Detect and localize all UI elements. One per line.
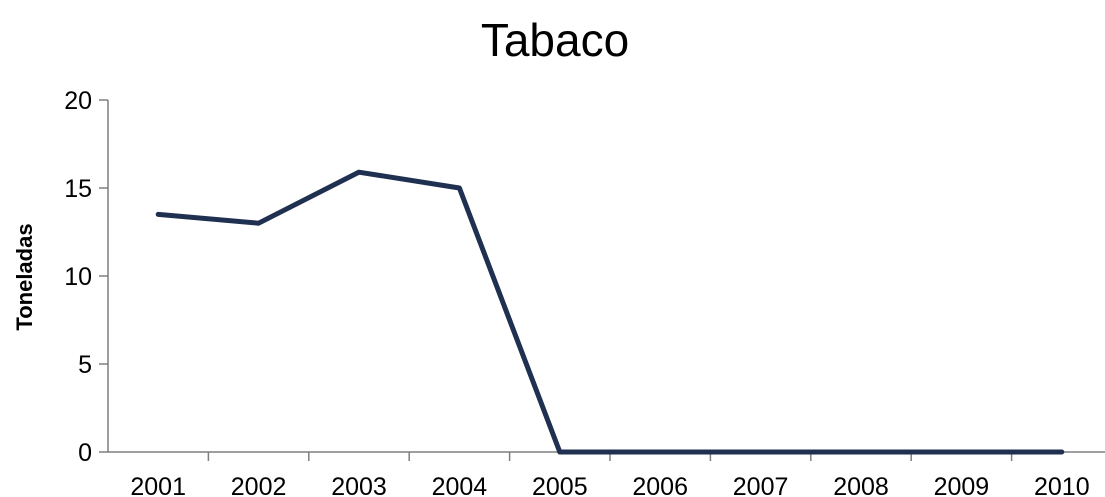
y-ticks: 0 5 10 15 20: [64, 87, 108, 467]
x-tick-label: 2005: [532, 473, 588, 497]
x-tick-label: 2004: [432, 473, 488, 497]
series: [155, 169, 1065, 455]
axes: [107, 100, 1105, 453]
y-axis-label: Toneladas: [12, 223, 37, 330]
x-tick-label: 2010: [1034, 473, 1090, 497]
x-tick-label: 2001: [130, 473, 186, 497]
x-ticks: 2001 2002 2003 2004 2005 2006 2007 2008 2009 2010: [130, 452, 1090, 497]
chart-title: Tabaco: [481, 14, 629, 66]
x-tick-label: 2002: [231, 473, 287, 497]
x-tick-label: 2006: [632, 473, 688, 497]
y-tick-label: 20: [64, 87, 92, 115]
x-tick-label: 2008: [833, 473, 889, 497]
x-tick-label: 2003: [331, 473, 387, 497]
series-line: [155, 169, 1065, 455]
x-tick-label: 2009: [934, 473, 990, 497]
y-tick-label: 15: [64, 175, 92, 203]
y-tick-label: 5: [78, 351, 92, 379]
y-tick-label: 0: [78, 439, 92, 467]
y-tick-label: 10: [64, 263, 92, 291]
x-tick-label: 2007: [733, 473, 789, 497]
